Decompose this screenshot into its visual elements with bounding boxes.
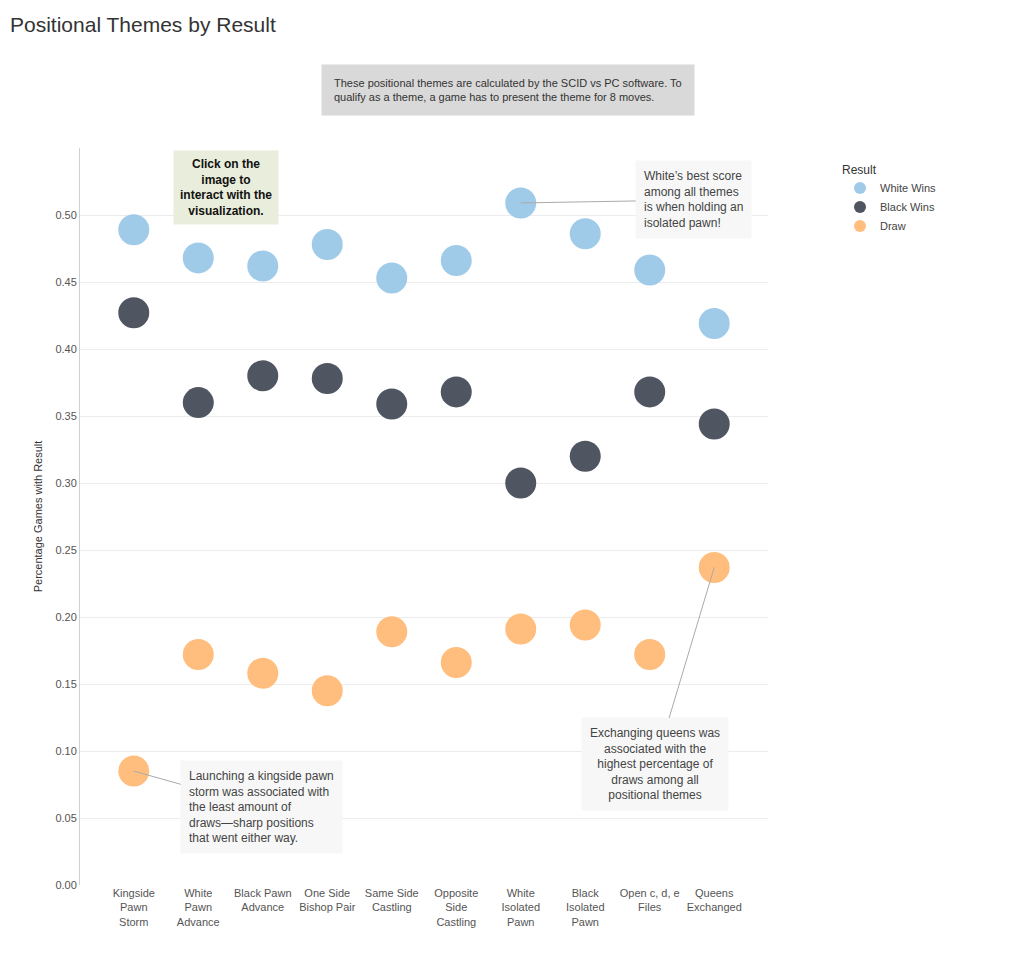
svg-text:0.10: 0.10: [55, 745, 76, 757]
svg-text:Positional Themes by Result: Positional Themes by Result: [10, 13, 276, 36]
svg-text:Click on theimage tointeract w: Click on theimage tointeract with thevis…: [180, 157, 272, 218]
svg-text:Open c, d, eFiles: Open c, d, eFiles: [620, 887, 680, 913]
svg-text:Black PawnAdvance: Black PawnAdvance: [234, 887, 291, 913]
svg-text:Black Wins: Black Wins: [880, 201, 935, 213]
svg-text:Draw: Draw: [880, 220, 906, 232]
svg-text:0.50: 0.50: [55, 209, 76, 221]
svg-text:0.20: 0.20: [55, 611, 76, 623]
svg-text:Same SideCastling: Same SideCastling: [365, 887, 419, 913]
svg-text:Result: Result: [842, 163, 877, 177]
svg-text:0.35: 0.35: [55, 410, 76, 422]
svg-text:0.05: 0.05: [55, 812, 76, 824]
svg-text:Percentage Games with Result: Percentage Games with Result: [32, 441, 44, 593]
svg-text:0.15: 0.15: [55, 678, 76, 690]
svg-text:White’s best scoreamong all th: White’s best scoreamong all themesis whe…: [644, 169, 743, 230]
svg-text:0.45: 0.45: [55, 276, 76, 288]
svg-text:0.00: 0.00: [55, 879, 76, 891]
svg-text:WhitePawnAdvance: WhitePawnAdvance: [177, 887, 220, 928]
svg-text:BlackIsolatedPawn: BlackIsolatedPawn: [566, 887, 605, 928]
svg-text:0.40: 0.40: [55, 343, 76, 355]
svg-text:One SideBishop Pair: One SideBishop Pair: [299, 887, 356, 913]
svg-text:0.30: 0.30: [55, 477, 76, 489]
svg-text:QueensExchanged: QueensExchanged: [687, 887, 742, 913]
svg-text:White Wins: White Wins: [880, 182, 936, 194]
svg-text:0.25: 0.25: [55, 544, 76, 556]
svg-text:These positional themes are ca: These positional themes are calculated b…: [334, 77, 682, 103]
svg-text:KingsidePawnStorm: KingsidePawnStorm: [113, 887, 155, 928]
svg-text:OppositeSideCastling: OppositeSideCastling: [434, 887, 478, 928]
svg-text:WhiteIsolatedPawn: WhiteIsolatedPawn: [501, 887, 540, 928]
svg-text:Exchanging queens wasassociate: Exchanging queens wasassociated with the…: [590, 726, 720, 802]
svg-text:Launching a kingside pawnstorm: Launching a kingside pawnstorm was assoc…: [189, 769, 334, 845]
